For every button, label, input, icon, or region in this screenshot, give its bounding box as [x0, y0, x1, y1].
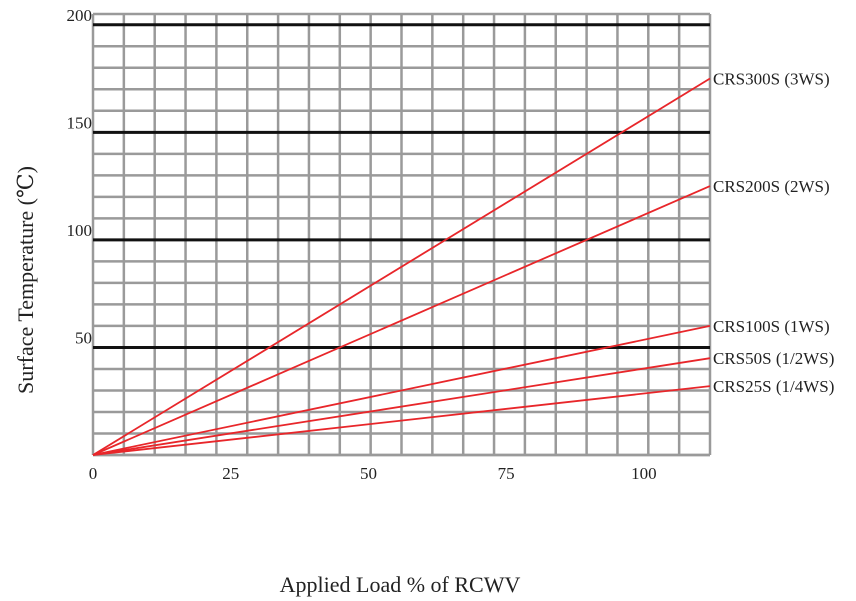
x-tick-label: 0: [89, 464, 98, 483]
series-label: CRS25S (1/4WS): [713, 377, 834, 396]
y-tick-label: 50: [75, 328, 92, 347]
x-tick-label: 100: [631, 464, 657, 483]
x-tick-label: 75: [498, 464, 515, 483]
series-label: CRS50S (1/2WS): [713, 349, 834, 368]
x-axis-title: Applied Load % of RCWV: [280, 572, 521, 597]
series-line: [92, 385, 711, 456]
minor-grid: [91, 12, 712, 457]
y-tick-label: 150: [67, 113, 93, 132]
series-line: [92, 185, 711, 456]
series-label: CRS300S (3WS): [713, 70, 830, 89]
x-tick-label: 50: [360, 464, 377, 483]
y-tick-label: 100: [67, 221, 93, 240]
series-line: [92, 357, 711, 456]
series-lines: [92, 77, 711, 456]
series-labels: CRS300S (3WS) CRS200S (2WS) CRS100S (1WS) C…: [713, 70, 834, 397]
y-tick-labels: 50 100 150 200: [67, 6, 93, 348]
y-tick-label: 200: [67, 6, 93, 25]
series-label: CRS100S (1WS): [713, 317, 830, 336]
x-tick-labels: 0 25 50 75 100: [89, 464, 657, 483]
series-line: [92, 325, 711, 456]
series-label: CRS200S (2WS): [713, 177, 830, 196]
x-tick-label: 25: [222, 464, 239, 483]
series-line: [92, 77, 711, 456]
y-axis-title: Surface Temperature (℃): [13, 166, 38, 394]
